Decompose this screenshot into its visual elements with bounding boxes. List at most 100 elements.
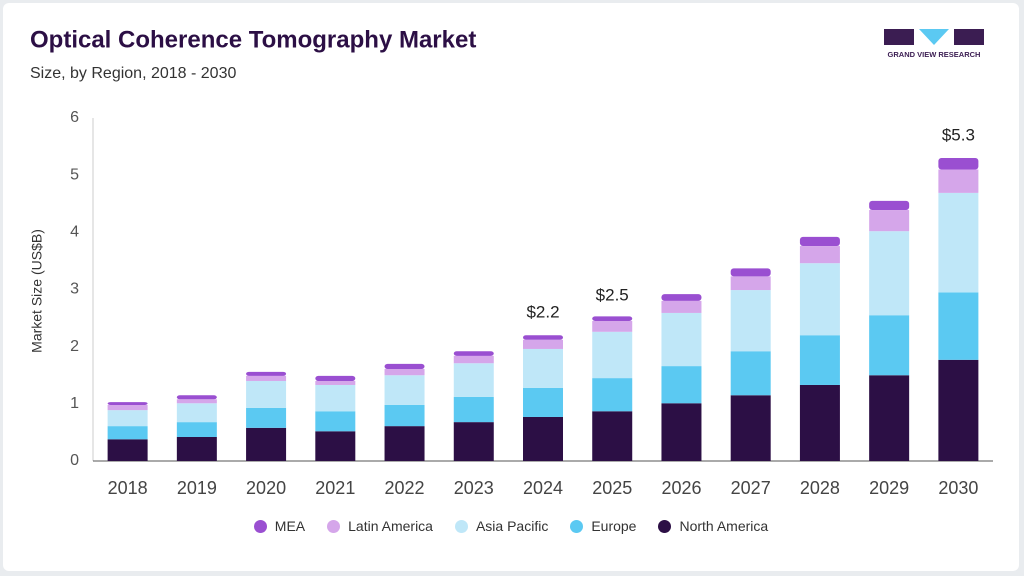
legend-item: North America [658,518,768,534]
bar-segment [869,375,910,461]
legend-label: Latin America [348,518,433,534]
x-tick-label: 2026 [661,478,701,498]
bar-segment [938,169,979,193]
bar-segment [799,246,840,264]
bar-segment [453,351,494,356]
x-tick-label: 2023 [454,478,494,498]
y-tick-label: 4 [70,224,79,241]
legend-item: Asia Pacific [454,518,548,534]
chart-subtitle: Size, by Region, 2018 - 2030 [30,65,236,82]
y-tick-label: 5 [70,166,79,183]
bar-segment [869,200,910,211]
x-tick-label: 2030 [938,478,978,498]
bar-segment [799,236,840,247]
bar-segment [523,339,563,349]
bar-segment [176,436,217,461]
bar-segment [107,402,148,405]
logo: GRAND VIEW RESEARCH [884,29,984,59]
bar-segment [176,395,217,400]
bar-segment [246,407,287,428]
bar-segment [592,411,633,461]
bar-segment [523,416,563,461]
bar-segment [384,426,425,461]
y-tick-label: 3 [70,281,79,298]
bar-segment [661,366,702,404]
bar-segment [246,375,287,381]
bar-segment [661,300,702,313]
legend-label: MEA [274,518,306,534]
legend-label: North America [679,518,769,534]
y-tick-label: 6 [70,109,79,126]
bar-segment [315,411,356,432]
bar-segment [176,403,217,423]
bar-segment [661,294,702,301]
legend-swatch [658,519,672,533]
bar-segment [592,378,633,412]
y-tick-label: 2 [70,338,79,355]
bar-segment [938,359,979,461]
x-tick-label: 2022 [385,478,425,498]
bar-segment [176,422,217,437]
chart: Optical Coherence Tomography Market Size… [29,26,993,498]
bar-segment [799,335,840,385]
value-label: $2.5 [596,286,629,305]
bar-segment [107,410,148,427]
bar-segment [592,320,633,332]
chart-title: Optical Coherence Tomography Market [30,26,476,53]
bar-segment [315,380,356,385]
bar-segment [730,276,771,291]
x-tick-label: 2021 [315,478,355,498]
bar-segment [384,375,425,405]
bar-segment [592,331,633,379]
x-tick-label: 2020 [246,478,286,498]
bar-segment [246,371,287,376]
bar-segment [246,380,287,408]
bar-segment [730,395,771,461]
logo-block [954,29,984,45]
card: Optical Coherence Tomography Market Size… [3,3,1019,571]
bar-segment [453,422,494,461]
bar-segment [938,192,979,293]
legend-swatch [327,519,341,533]
bar-segment [869,315,910,376]
legend-label: Europe [591,518,637,534]
logo-block [919,29,949,45]
bar-segment [938,292,979,360]
bar-segment [107,426,148,440]
bar-segment [523,387,563,417]
bar-segment [661,312,702,367]
bar-segment [661,403,702,461]
value-label: $2.2 [526,303,559,322]
logo-text: GRAND VIEW RESEARCH [888,50,981,59]
bar-segment [453,355,494,364]
bar-segment [730,351,771,396]
bar-segment [730,268,771,277]
bar-segment [453,396,494,423]
legend-swatch [570,519,584,533]
bar-segment [315,431,356,461]
legend-item: MEA [253,518,306,534]
bar-segment [107,439,148,461]
legend-item: Europe [570,518,636,534]
bar-segment [107,404,148,411]
bar-segment [730,290,771,352]
bar-segment [523,348,563,388]
bar-segment [869,210,910,232]
x-tick-label: 2019 [177,478,217,498]
bar-segment [384,363,425,369]
x-tick-label: 2025 [592,478,632,498]
x-tick-label: 2018 [108,478,148,498]
x-tick-label: 2024 [523,478,563,498]
logo-block [884,29,914,45]
bar-segment [523,335,563,340]
y-tick-label: 0 [70,452,79,469]
value-label: $5.3 [942,126,975,145]
bar-segment [315,384,356,412]
legend-item: Latin America [327,518,433,534]
bar-segment [246,427,287,461]
bar-segment [869,231,910,316]
x-tick-label: 2029 [869,478,909,498]
legend-swatch [253,519,267,533]
legend-swatch [454,519,468,533]
bar-segment [176,399,217,404]
